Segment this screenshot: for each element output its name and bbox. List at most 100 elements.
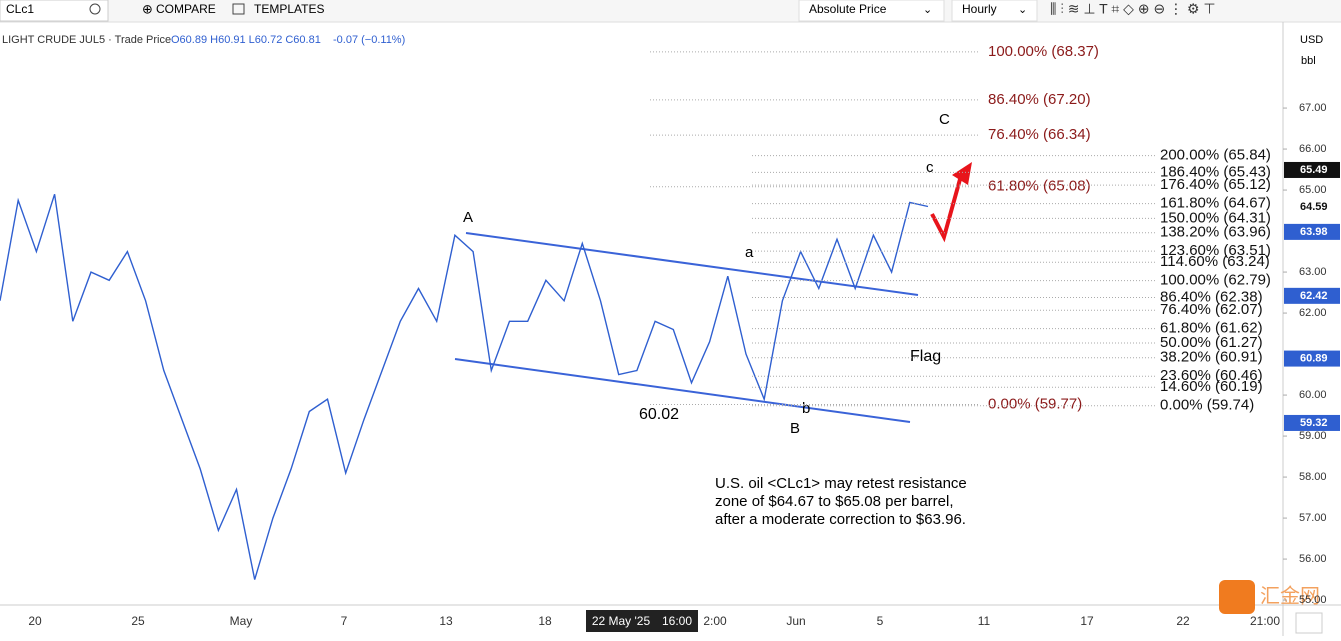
fib-label: 161.80% (64.67)	[1160, 195, 1271, 212]
pattern-label: Flag	[910, 348, 941, 365]
y-tick-label: 67.00	[1299, 102, 1327, 114]
symbol: CLc1	[6, 2, 34, 16]
chevron: ⌄	[1018, 4, 1027, 16]
wave-label: b	[802, 400, 810, 417]
arrow	[930, 171, 964, 243]
y-tick-label: 59.00	[1299, 430, 1327, 442]
interval-select[interactable]	[951, 0, 1038, 22]
compare-button[interactable]: COMPARE	[156, 2, 216, 16]
templates-button[interactable]: TEMPLATES	[254, 2, 324, 16]
y-tick-label: 63.00	[1299, 266, 1327, 278]
fib-label: 76.40% (66.34)	[988, 126, 1091, 143]
fib-label: 86.40% (67.20)	[988, 91, 1091, 108]
y-tick-label: 56.00	[1299, 553, 1327, 565]
x-tick-label: 7	[341, 614, 348, 628]
fib-label: 76.40% (62.07)	[1160, 301, 1263, 318]
price-mode-select[interactable]	[798, 0, 945, 22]
fib-label: 50.00% (61.27)	[1160, 334, 1263, 351]
fib-label: 150.00% (64.31)	[1160, 209, 1271, 226]
x-tick-label: 18	[538, 614, 552, 628]
symbol-box[interactable]	[0, 0, 109, 22]
legend-ohlc: O60.89 H60.91 L60.72 C60.81	[171, 34, 321, 46]
crosshair-badge	[586, 610, 698, 632]
price-badge-label: 59.32	[1300, 417, 1328, 429]
x-tick-label: 20	[28, 614, 42, 628]
search-icon[interactable]	[89, 3, 101, 15]
comment-line: after a moderate correction to $63.96.	[715, 511, 966, 528]
legend-name: LIGHT CRUDE JUL5 · Trade Price	[2, 34, 171, 46]
price-badge	[1284, 161, 1340, 178]
comment-line: U.S. oil <CLc1> may retest resistance	[715, 475, 967, 492]
comment-line: zone of $64.67 to $65.08 per barrel,	[715, 493, 954, 510]
price-badge	[1284, 198, 1340, 215]
fib-label: 123.60% (63.51)	[1160, 242, 1271, 259]
x-tick-label: Jun	[786, 614, 805, 628]
interval: Hourly	[962, 2, 997, 16]
templates-icon	[232, 3, 245, 15]
watermark-logo	[1219, 580, 1255, 614]
wave-label: B	[790, 420, 800, 437]
fib-label: 100.00% (68.37)	[988, 43, 1099, 60]
fib-label: 61.80% (65.08)	[988, 178, 1091, 195]
price-badge	[1284, 414, 1340, 431]
x-tick-label: 11	[978, 614, 991, 628]
x-tick-label: 2:00	[703, 614, 727, 628]
wave-label: a	[745, 244, 754, 261]
currency[interactable]: USD	[1300, 34, 1323, 46]
fib-label: 86.40% (62.38)	[1160, 288, 1263, 305]
fib-label: 186.40% (65.43)	[1160, 163, 1271, 180]
price-mode: Absolute Price	[809, 2, 887, 16]
x-tick-label: May	[230, 614, 253, 628]
y-tick-label: 57.00	[1299, 512, 1327, 524]
price-badge-label: 62.42	[1300, 290, 1328, 302]
wave-label: A	[463, 209, 473, 226]
price-badge	[1284, 223, 1340, 240]
y-tick-label: 65.00	[1299, 184, 1327, 196]
price-badge-label: 65.49	[1300, 164, 1328, 176]
y-tick-label: 58.00	[1299, 471, 1327, 483]
price-badge	[1284, 350, 1340, 367]
x-tick-label: 21:00	[1250, 614, 1280, 628]
fib-label: 0.00% (59.74)	[1160, 397, 1254, 414]
x-tick-label: 22	[1176, 614, 1190, 628]
fib-label: 38.20% (60.91)	[1160, 349, 1263, 366]
price-badge-label: 60.89	[1300, 352, 1328, 364]
settings-button[interactable]	[1295, 612, 1323, 634]
x-tick-label: 5	[877, 614, 884, 628]
x-tick-label: 16:00	[662, 614, 692, 628]
compare-icon: ⊕	[142, 1, 153, 16]
y-tick-label: 55.00	[1299, 594, 1327, 606]
fib-label: 100.00% (62.79)	[1160, 272, 1271, 289]
fib-label: 200.00% (65.84)	[1160, 147, 1271, 164]
legend-change: -0.07 (−0.11%)	[333, 34, 405, 46]
fib-label: 138.20% (63.96)	[1160, 224, 1271, 241]
low-label: 60.02	[639, 406, 679, 423]
fib-label: 23.60% (60.46)	[1160, 367, 1263, 384]
fib-label: 14.60% (60.19)	[1160, 378, 1263, 395]
tool-icons[interactable]: ⫼ ⫶ ≋ ⊥ T ⌗ ◇ ⊕ ⊖ ⋮ ⚙ ⊤	[1050, 1, 1216, 17]
watermark: 汇金网	[1260, 584, 1320, 607]
fib-label: 114.60% (63.24)	[1160, 253, 1270, 270]
x-tick-label: 22 May '25	[592, 614, 651, 628]
price-badge-label: 64.59	[1300, 201, 1328, 213]
price-badge-label: 63.98	[1300, 226, 1328, 238]
y-tick-label: 66.00	[1299, 143, 1327, 155]
x-tick-label: 13	[439, 614, 453, 628]
y-tick-label: 60.00	[1299, 389, 1327, 401]
channel-lower	[454, 358, 911, 423]
unit[interactable]: bbl	[1301, 55, 1316, 67]
x-tick-label: 25	[131, 614, 145, 628]
channel-upper	[465, 232, 919, 296]
wave-label: C	[939, 111, 950, 128]
price-badge	[1284, 287, 1340, 304]
x-tick-label: 17	[1080, 614, 1094, 628]
fib-label: 176.40% (65.12)	[1160, 176, 1271, 193]
price-line	[0, 193, 929, 580]
fib-label: 61.80% (61.62)	[1160, 320, 1263, 337]
y-tick-label: 62.00	[1299, 307, 1327, 319]
chevron: ⌄	[923, 4, 932, 16]
wave-label: c	[926, 159, 934, 176]
fib-label: 0.00% (59.77)	[988, 395, 1082, 412]
